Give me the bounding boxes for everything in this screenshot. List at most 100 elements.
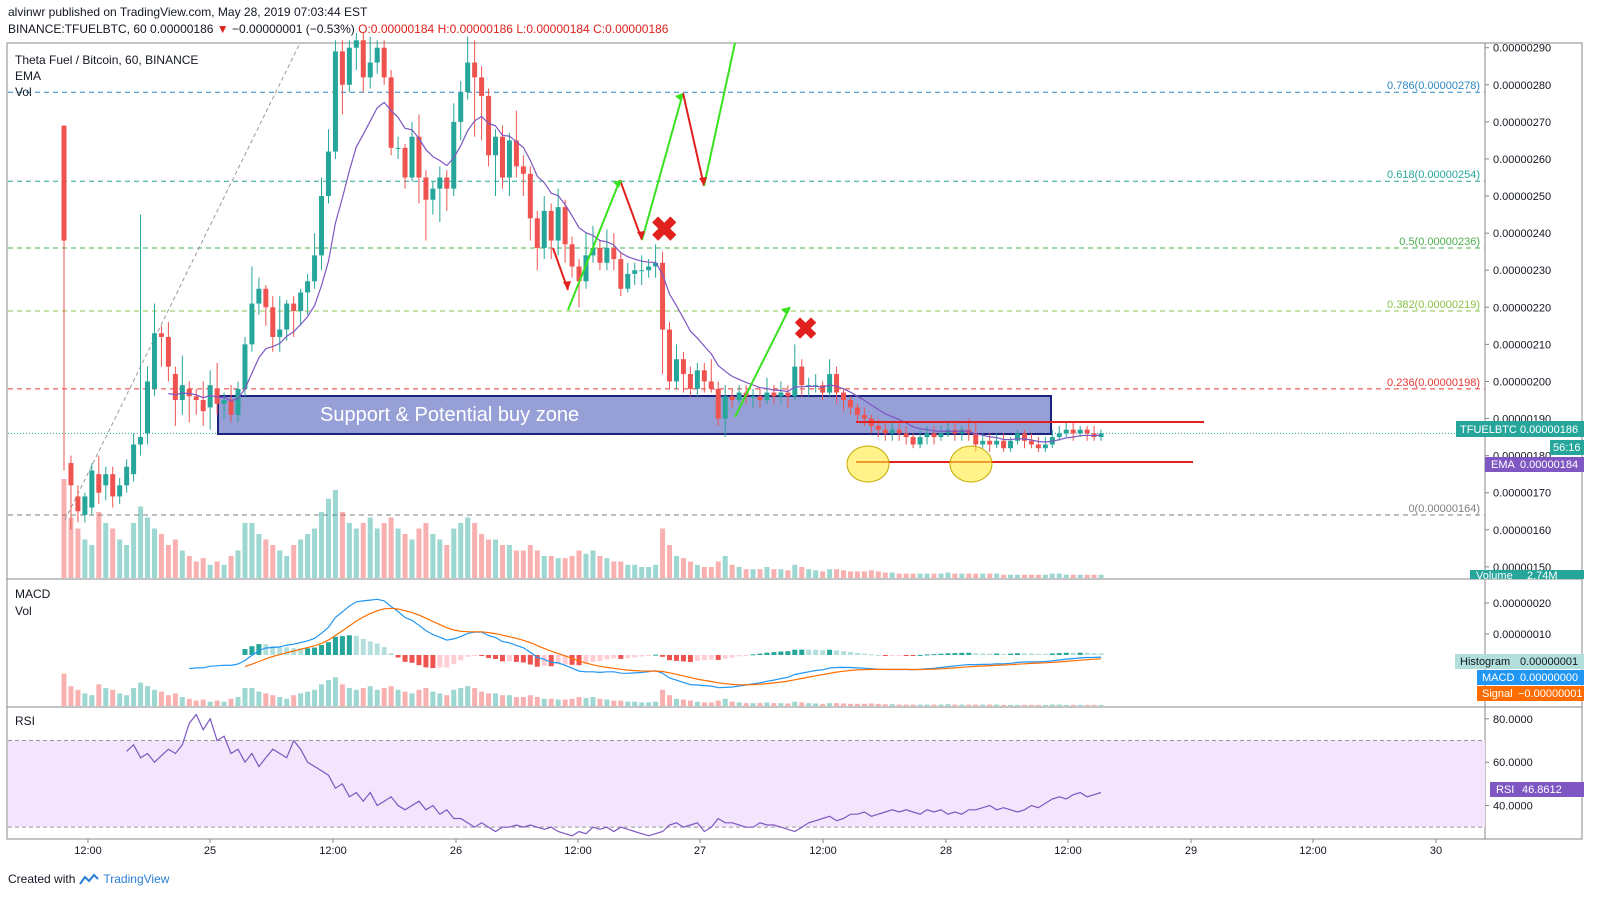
macd-volume-bar (834, 703, 840, 706)
badge-ema-value: 0.00000184 (1520, 459, 1578, 471)
macd-volume-bar (736, 702, 742, 706)
ema-path (168, 101, 1102, 443)
candle-body (534, 218, 540, 248)
histogram-bar (569, 655, 575, 665)
macd-volume-bar (193, 700, 199, 706)
badge-macd-value: 0.00000000 (1520, 672, 1578, 684)
histogram-bar (841, 651, 847, 655)
candle-body (541, 210, 547, 248)
volume-bar (305, 534, 311, 578)
macd-volume-bar (416, 689, 422, 706)
candle-body (367, 62, 373, 78)
candle-body (416, 136, 422, 178)
badge-rsi-value: 46.8612 (1522, 784, 1562, 796)
volume-bar (520, 550, 526, 578)
author-line: alvinwr published on TradingView.com, Ma… (8, 5, 368, 19)
volume-bar (597, 556, 603, 578)
candle-body (639, 270, 645, 272)
volume-bar (736, 567, 742, 578)
volume-bar (604, 558, 610, 578)
arrow-red-3[interactable] (682, 92, 705, 187)
candle-body (834, 374, 840, 393)
macd-volume-bar (1035, 704, 1041, 706)
macd-volume-bar (875, 703, 881, 706)
histogram-bar (910, 655, 916, 656)
candle-body (339, 51, 345, 85)
arrow-green-4[interactable] (734, 306, 791, 418)
support-zone[interactable]: Support & Potential buy zone (217, 395, 1052, 435)
macd-volume-bar (506, 695, 512, 706)
candle-body (1021, 433, 1027, 441)
support-zone-rect[interactable] (217, 395, 1052, 435)
volume-bar (931, 573, 937, 578)
macd-volume-bar (1049, 704, 1055, 706)
macd-volume-bar (360, 688, 366, 706)
macd-volume-bar (729, 701, 735, 706)
histogram-bar (861, 653, 867, 655)
macd-volume-bar (291, 695, 297, 706)
volume-bar (1084, 574, 1090, 578)
price-tick-label: 0.00000160 (1493, 525, 1551, 537)
candle-body (465, 62, 471, 93)
histogram-bar (444, 655, 450, 668)
arrow-green-2[interactable] (641, 92, 684, 241)
highlight-circle-1[interactable] (846, 445, 890, 483)
volume-bar (541, 556, 547, 578)
macd-volume-bar (499, 695, 505, 706)
projection-arrows[interactable]: ✖ ✖ (552, 42, 818, 418)
macd-volume-bar (430, 691, 436, 706)
volume-bar (667, 545, 673, 578)
histogram-bar (1091, 653, 1097, 655)
candle-body (799, 366, 805, 386)
volume-bar (680, 558, 686, 578)
histogram-bar (785, 651, 791, 655)
histogram-bar (618, 655, 624, 659)
arrow-green-3[interactable] (703, 42, 736, 187)
histogram-bar (938, 653, 944, 655)
macd-volume-bar (555, 699, 561, 706)
support-lines[interactable] (846, 421, 1204, 483)
histogram-bar (520, 655, 526, 663)
volume-bar (256, 534, 262, 578)
candle-body (632, 270, 638, 274)
volume-bar (409, 539, 415, 578)
candle-body (854, 407, 860, 415)
volume-bar (834, 569, 840, 578)
time-tick-label: 29 (1185, 845, 1197, 857)
candle-body (68, 463, 74, 486)
macd-volume-bar (924, 704, 930, 706)
histogram-bar (729, 655, 735, 658)
volume-bar (249, 523, 255, 578)
macd-volume-bar (374, 689, 380, 706)
symbol-interval: BINANCE:TFUELBTC, 60 (8, 22, 147, 36)
histogram-bar (506, 655, 512, 662)
candle-body (207, 385, 213, 408)
histogram-bar (966, 652, 972, 655)
macd-volume-bar (917, 704, 923, 706)
histogram-bar (339, 636, 345, 655)
arrow-green-1[interactable] (567, 179, 621, 311)
volume-bar (1028, 574, 1034, 578)
macd-volume-bar (479, 691, 485, 706)
candle-body (667, 329, 673, 382)
rsi-path (126, 713, 1102, 837)
last-price: 0.00000186 (150, 22, 214, 36)
candle-body (520, 166, 526, 174)
volume-bar (110, 528, 116, 578)
histogram-bar (325, 642, 331, 655)
histogram-bar (284, 647, 290, 655)
volume-bar (715, 561, 721, 578)
histogram-bar (854, 652, 860, 655)
highlight-circle-2[interactable] (949, 445, 993, 483)
macd-volume-bar (75, 689, 81, 706)
badge-volume-label: Volume (1476, 570, 1513, 582)
histogram-bar (680, 655, 686, 662)
macd-volume-bar (451, 689, 457, 706)
candle-body (270, 307, 276, 337)
volume-bar (437, 539, 443, 578)
macd-volume-bar (138, 682, 144, 706)
arrow-red-2[interactable] (619, 179, 643, 241)
macd-volume-bar (207, 701, 213, 706)
candle-body (931, 433, 937, 438)
